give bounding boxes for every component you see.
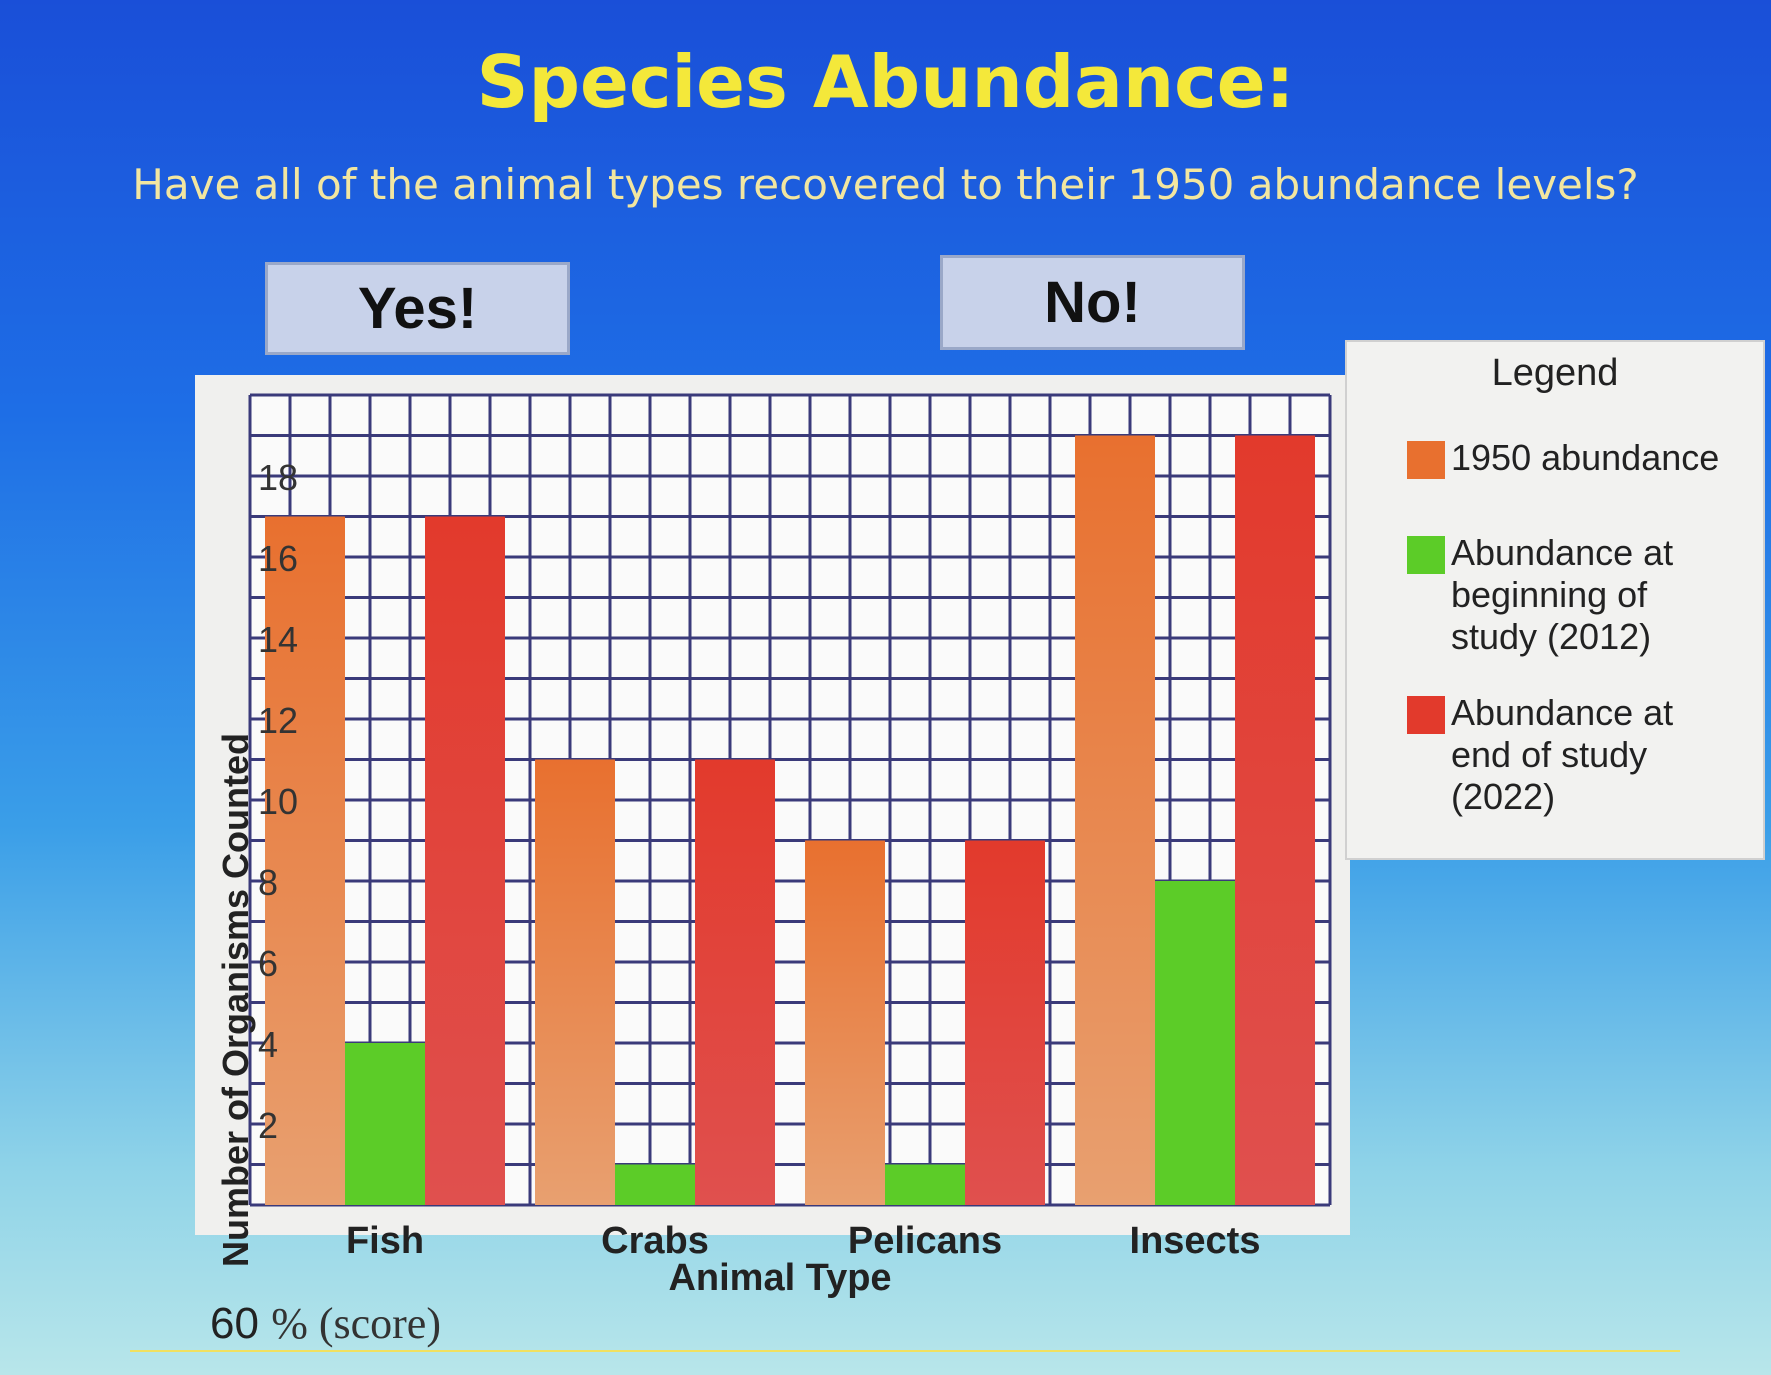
x-axis-label: Animal Type xyxy=(668,1257,891,1299)
bar-crabs-2 xyxy=(695,759,775,1205)
bar-pelicans-2 xyxy=(965,840,1045,1205)
yes-button[interactable]: Yes! xyxy=(265,262,570,355)
legend-item-2022: Abundance at end of study (2022) xyxy=(1407,692,1721,818)
bar-insects-2 xyxy=(1235,435,1315,1205)
legend-swatch xyxy=(1407,536,1445,574)
legend-title: Legend xyxy=(1491,352,1619,394)
bar-fish-0 xyxy=(265,516,345,1205)
bar-pelicans-0 xyxy=(805,840,885,1205)
y-tick-label: 6 xyxy=(258,943,278,984)
y-axis-label: Number of Organisms Counted xyxy=(215,733,256,1267)
bar-crabs-1 xyxy=(615,1164,695,1205)
y-tick-label: 18 xyxy=(258,457,298,498)
legend-swatch xyxy=(1407,696,1445,734)
x-tick-label: Pelicans xyxy=(848,1220,1002,1262)
y-tick-label: 16 xyxy=(258,538,298,579)
bar-fish-1 xyxy=(345,1043,425,1205)
y-tick-label: 14 xyxy=(258,619,298,660)
legend-label: Abundance at beginning of study (2012) xyxy=(1451,532,1674,657)
legend-label: Abundance at end of study (2022) xyxy=(1451,692,1674,817)
frame-line xyxy=(130,1350,1680,1352)
score-display: 60 % (score) xyxy=(210,1298,441,1349)
y-tick-label: 8 xyxy=(258,862,278,903)
y-tick-label: 2 xyxy=(258,1105,278,1146)
score-value: 60 xyxy=(210,1299,259,1348)
y-tick-label: 4 xyxy=(258,1024,278,1065)
y-tick-label: 10 xyxy=(258,781,298,822)
y-tick-label: 12 xyxy=(258,700,298,741)
legend: Legend 1950 abundance Abundance at begin… xyxy=(1345,340,1765,860)
x-tick-label: Crabs xyxy=(601,1220,709,1262)
legend-item-1950: 1950 abundance xyxy=(1407,437,1721,479)
no-button[interactable]: No! xyxy=(940,255,1245,350)
bar-insects-0 xyxy=(1075,435,1155,1205)
x-tick-label: Insects xyxy=(1130,1220,1261,1262)
legend-label: 1950 abundance xyxy=(1451,437,1720,478)
question-text: Have all of the animal types recovered t… xyxy=(132,160,1639,209)
bar-crabs-0 xyxy=(535,759,615,1205)
x-tick-label: Fish xyxy=(346,1220,424,1262)
page-title: Species Abundance: xyxy=(476,40,1295,124)
legend-item-2012: Abundance at beginning of study (2012) xyxy=(1407,532,1721,658)
bar-insects-1 xyxy=(1155,881,1235,1205)
score-unit: % (score) xyxy=(271,1299,441,1348)
bar-fish-2 xyxy=(425,516,505,1205)
bar-pelicans-1 xyxy=(885,1164,965,1205)
legend-swatch xyxy=(1407,441,1445,479)
